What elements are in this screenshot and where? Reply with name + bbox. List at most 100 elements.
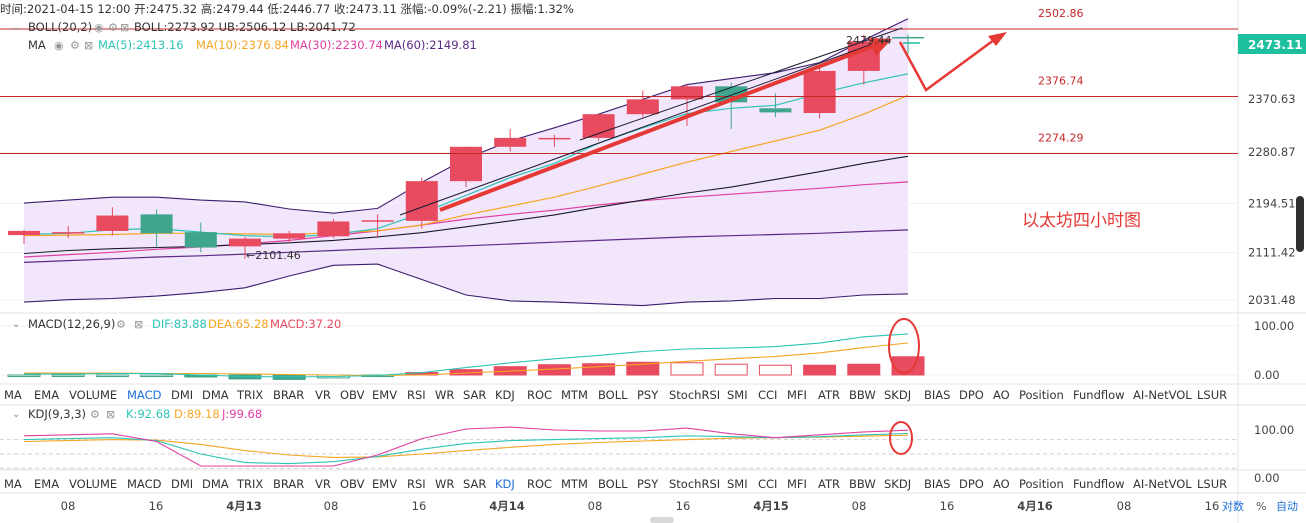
indicator-tab-trix[interactable]: TRIX <box>236 477 263 491</box>
indicator-tab-boll[interactable]: BOLL <box>598 477 628 491</box>
delete-icon[interactable]: ⊠ <box>120 21 129 34</box>
indicator-tab-dpo[interactable]: DPO <box>959 388 984 402</box>
boll-mid-line <box>23 155 909 255</box>
delete-icon[interactable]: ⊠ <box>84 39 93 52</box>
indicator-tab-volume[interactable]: VOLUME <box>69 388 117 402</box>
macd-pane[interactable]: 100.00 0.00 ⌄ MACD(12,26,9) ⚙ ⊠ DIF:83.88… <box>0 317 1294 382</box>
indicator-tab-ao[interactable]: AO <box>993 477 1010 491</box>
indicator-tab-psy[interactable]: PSY <box>637 388 659 402</box>
indicator-tab-trix[interactable]: TRIX <box>236 388 263 402</box>
indicator-tab-wr[interactable]: WR <box>435 477 454 491</box>
candle <box>538 134 571 147</box>
indicator-tab-kdj[interactable]: KDJ <box>495 388 515 402</box>
vertical-scroll-handle[interactable] <box>1296 196 1304 252</box>
scale-auto-toggle[interactable]: 自动 <box>1276 500 1298 513</box>
indicator-tab-vr[interactable]: VR <box>315 477 331 491</box>
indicator-tab-fundflow[interactable]: Fundflow <box>1073 388 1125 402</box>
indicator-tab-mtm[interactable]: MTM <box>561 477 588 491</box>
indicator-tab-ao[interactable]: AO <box>993 388 1010 402</box>
indicator-tab-rsi[interactable]: RSI <box>407 477 426 491</box>
eye-icon[interactable]: ◉ <box>54 39 64 52</box>
indicator-tab-brar[interactable]: BRAR <box>273 388 304 402</box>
indicator-tab-bias[interactable]: BIAS <box>924 388 950 402</box>
chevron-down-icon[interactable]: ⌄ <box>12 22 20 33</box>
indicator-tab-sar[interactable]: SAR <box>463 388 486 402</box>
indicator-tab-bar-1: MA EMA VOLUME MACD DMI DMA TRIX BRAR VR OBV EMV RSI… <box>4 388 1227 402</box>
indicator-tab-smi[interactable]: SMI <box>727 477 748 491</box>
indicator-tab-ema[interactable]: EMA <box>34 388 59 402</box>
zigzag-arrow-head <box>988 32 1007 46</box>
indicator-tab-ai-netvol[interactable]: AI-NetVOL <box>1133 477 1192 491</box>
indicator-tab-rsi[interactable]: RSI <box>407 388 426 402</box>
indicator-tab-atr[interactable]: ATR <box>818 388 840 402</box>
indicator-tab-obv[interactable]: OBV <box>340 388 365 402</box>
scale-log-toggle[interactable]: 对数 <box>1222 499 1244 513</box>
indicator-tab-fundflow[interactable]: Fundflow <box>1073 477 1125 491</box>
indicator-tab-skdj[interactable]: SKDJ <box>884 477 911 491</box>
indicator-tab-skdj[interactable]: SKDJ <box>884 388 911 402</box>
indicator-tab-vr[interactable]: VR <box>315 388 331 402</box>
gear-icon[interactable]: ⚙ <box>70 39 80 52</box>
indicator-tab-position[interactable]: Position <box>1019 388 1064 402</box>
kdj-pane[interactable]: 100.00 0.00 ⌄ KDJ(9,3,3) ⚙ ⊠ K:92.68 D:89… <box>0 407 1294 485</box>
indicator-tab-smi[interactable]: SMI <box>727 388 748 402</box>
price-pane[interactable]: 2502.86 2376.74 2274.29 2031.48 2111.42 2194… <box>0 7 1306 307</box>
indicator-tab-ai-netvol[interactable]: AI-NetVOL <box>1133 388 1192 402</box>
indicator-tab-macd[interactable]: MACD <box>127 388 162 402</box>
indicator-tab-roc[interactable]: ROC <box>527 388 552 402</box>
indicator-tab-dma[interactable]: DMA <box>202 388 229 402</box>
indicator-tab-lsur[interactable]: LSUR <box>1197 388 1227 402</box>
indicator-tab-kdj[interactable]: KDJ <box>495 477 515 491</box>
indicator-tab-brar[interactable]: BRAR <box>273 477 304 491</box>
indicator-tab-emv[interactable]: EMV <box>372 477 397 491</box>
delete-icon[interactable]: ⊠ <box>134 318 143 331</box>
indicator-tab-dmi[interactable]: DMI <box>171 388 193 402</box>
indicator-tab-ma[interactable]: MA <box>4 388 22 402</box>
scale-percent-toggle[interactable]: % <box>1256 500 1266 513</box>
chevron-down-icon[interactable]: ⌄ <box>12 409 20 420</box>
eye-icon[interactable]: ◉ <box>94 21 104 34</box>
delete-icon[interactable]: ⊠ <box>106 408 115 421</box>
indicator-tab-mfi[interactable]: MFI <box>787 477 807 491</box>
gear-icon[interactable]: ⚙ <box>90 408 100 421</box>
indicator-tab-obv[interactable]: OBV <box>340 477 365 491</box>
indicator-tab-macd[interactable]: MACD <box>127 477 162 491</box>
indicator-tab-cci[interactable]: CCI <box>758 477 777 491</box>
indicator-tab-stochrsi[interactable]: StochRSI <box>669 477 720 491</box>
indicator-tab-cci[interactable]: CCI <box>758 388 777 402</box>
indicator-tab-stochrsi[interactable]: StochRSI <box>669 388 720 402</box>
candle-body <box>229 238 261 247</box>
indicator-tab-ma[interactable]: MA <box>4 477 22 491</box>
indicator-tab-bbw[interactable]: BBW <box>849 388 876 402</box>
indicator-tab-emv[interactable]: EMV <box>372 388 397 402</box>
boll-values: BOLL:2273.92 UB:2506.12 LB:2041.72 <box>134 20 356 34</box>
indicator-tab-sar[interactable]: SAR <box>463 477 486 491</box>
indicator-tab-psy[interactable]: PSY <box>637 477 659 491</box>
indicator-tab-dma[interactable]: DMA <box>202 477 229 491</box>
gear-icon[interactable]: ⚙ <box>116 318 126 331</box>
indicator-tab-volume[interactable]: VOLUME <box>69 477 117 491</box>
candle-body <box>140 214 173 234</box>
indicator-tab-mtm[interactable]: MTM <box>561 388 588 402</box>
indicator-tab-roc[interactable]: ROC <box>527 477 552 491</box>
indicator-tab-boll[interactable]: BOLL <box>598 388 628 402</box>
kdj-label: KDJ(9,3,3) <box>28 407 86 421</box>
indicator-tab-wr[interactable]: WR <box>435 388 454 402</box>
indicator-tab-ema[interactable]: EMA <box>34 477 59 491</box>
indicator-tab-bbw[interactable]: BBW <box>849 477 876 491</box>
indicator-tab-bias[interactable]: BIAS <box>924 477 950 491</box>
indicator-tab-position[interactable]: Position <box>1019 477 1064 491</box>
candle-body <box>52 232 85 234</box>
indicator-tab-mfi[interactable]: MFI <box>787 388 807 402</box>
indicator-tab-dpo[interactable]: DPO <box>959 477 984 491</box>
macd-hist-bar <box>803 364 837 376</box>
horizontal-line-label: 2502.86 <box>1038 7 1084 20</box>
gear-icon[interactable]: ⚙ <box>108 21 118 34</box>
candle-body <box>96 215 129 231</box>
horizontal-scroll-handle[interactable] <box>650 517 674 523</box>
indicator-tab-atr[interactable]: ATR <box>818 477 840 491</box>
indicator-tab-dmi[interactable]: DMI <box>171 477 193 491</box>
chevron-down-icon[interactable]: ⌄ <box>12 319 20 330</box>
indicator-tab-lsur[interactable]: LSUR <box>1197 477 1227 491</box>
